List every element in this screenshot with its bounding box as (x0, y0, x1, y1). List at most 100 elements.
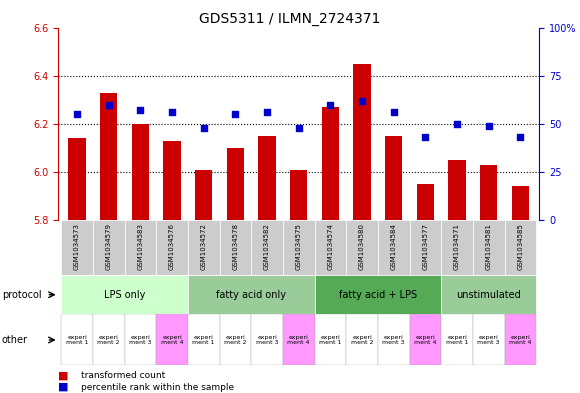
Bar (441, 314, 473, 365)
Text: GSM1034579: GSM1034579 (106, 223, 112, 270)
Point (420, 134, 430, 140)
Text: experi
ment 4: experi ment 4 (414, 334, 437, 345)
Bar (68, 138, 86, 220)
Text: experi
ment 1: experi ment 1 (319, 334, 342, 345)
Bar (505, 314, 536, 365)
Bar (219, 220, 251, 275)
Text: experi
ment 4: experi ment 4 (288, 334, 310, 345)
Text: experi
ment 2: experi ment 2 (351, 334, 374, 345)
Bar (283, 220, 314, 275)
Bar (156, 314, 188, 365)
Bar (378, 314, 409, 365)
Bar (505, 220, 536, 275)
Text: LPS only: LPS only (104, 290, 145, 300)
Point (231, 111, 240, 117)
Bar (61, 314, 93, 365)
Text: GSM1034585: GSM1034585 (517, 223, 523, 270)
Bar (385, 136, 403, 220)
Bar (188, 314, 219, 365)
Bar (473, 314, 505, 365)
Bar (346, 220, 378, 275)
Bar (322, 107, 339, 220)
Text: experi
ment 3: experi ment 3 (256, 334, 278, 345)
Text: experi
ment 1: experi ment 1 (193, 334, 215, 345)
Text: experi
ment 3: experi ment 3 (382, 334, 405, 345)
Text: GSM1034575: GSM1034575 (296, 223, 302, 270)
Bar (156, 220, 188, 275)
Bar (61, 275, 188, 314)
Bar (290, 169, 307, 220)
Bar (188, 275, 314, 314)
Bar (378, 220, 409, 275)
Text: GSM1034583: GSM1034583 (137, 223, 143, 270)
Text: GSM1034584: GSM1034584 (391, 223, 397, 270)
Bar (251, 220, 283, 275)
Text: GSM1034573: GSM1034573 (74, 223, 80, 270)
Bar (125, 220, 156, 275)
Point (199, 125, 208, 131)
Text: ■: ■ (58, 382, 72, 392)
Text: fatty acid + LPS: fatty acid + LPS (339, 290, 417, 300)
Text: unstimulated: unstimulated (456, 290, 521, 300)
Point (72, 111, 82, 117)
Text: GSM1034576: GSM1034576 (169, 223, 175, 270)
Text: GSM1034578: GSM1034578 (233, 223, 238, 270)
Bar (441, 275, 536, 314)
Bar (441, 220, 473, 275)
Bar (346, 314, 378, 365)
Bar (480, 165, 498, 220)
Point (136, 107, 145, 114)
Text: experi
ment 4: experi ment 4 (161, 334, 183, 345)
Point (262, 109, 271, 116)
Text: experi
ment 4: experi ment 4 (509, 334, 532, 345)
Text: GSM1034574: GSM1034574 (327, 223, 333, 270)
Text: experi
ment 1: experi ment 1 (66, 334, 88, 345)
Bar (93, 220, 125, 275)
Text: transformed count: transformed count (81, 371, 165, 380)
Bar (219, 314, 251, 365)
Text: GSM1034582: GSM1034582 (264, 223, 270, 270)
Point (516, 134, 525, 140)
Bar (353, 64, 371, 220)
Text: GSM1034581: GSM1034581 (485, 223, 492, 270)
Bar (188, 220, 219, 275)
Point (357, 97, 367, 104)
Bar (227, 148, 244, 220)
Bar (314, 275, 441, 314)
Text: experi
ment 1: experi ment 1 (446, 334, 468, 345)
Text: experi
ment 2: experi ment 2 (97, 334, 120, 345)
Bar (93, 314, 125, 365)
Text: GSM1034580: GSM1034580 (359, 223, 365, 270)
Bar (314, 220, 346, 275)
Bar (409, 220, 441, 275)
Text: fatty acid only: fatty acid only (216, 290, 286, 300)
Bar (61, 220, 93, 275)
Bar (251, 314, 283, 365)
Bar (416, 184, 434, 220)
Text: GSM1034572: GSM1034572 (201, 223, 206, 270)
Text: ■: ■ (58, 370, 72, 380)
Bar (314, 314, 346, 365)
Bar (448, 160, 466, 220)
Point (452, 121, 462, 127)
Point (294, 125, 303, 131)
Text: experi
ment 3: experi ment 3 (477, 334, 500, 345)
Bar (125, 314, 156, 365)
Point (484, 123, 494, 129)
Text: percentile rank within the sample: percentile rank within the sample (81, 383, 234, 391)
Point (389, 109, 398, 116)
Text: experi
ment 3: experi ment 3 (129, 334, 151, 345)
Bar (473, 220, 505, 275)
Text: GSM1034571: GSM1034571 (454, 223, 460, 270)
Bar (195, 169, 212, 220)
Bar (164, 141, 181, 220)
Bar (132, 124, 149, 220)
Point (326, 101, 335, 108)
Bar (283, 314, 314, 365)
Bar (512, 186, 529, 220)
Bar (258, 136, 276, 220)
Point (168, 109, 177, 116)
Bar (100, 92, 117, 220)
Text: GDS5311 / ILMN_2724371: GDS5311 / ILMN_2724371 (200, 12, 380, 26)
Bar (409, 314, 441, 365)
